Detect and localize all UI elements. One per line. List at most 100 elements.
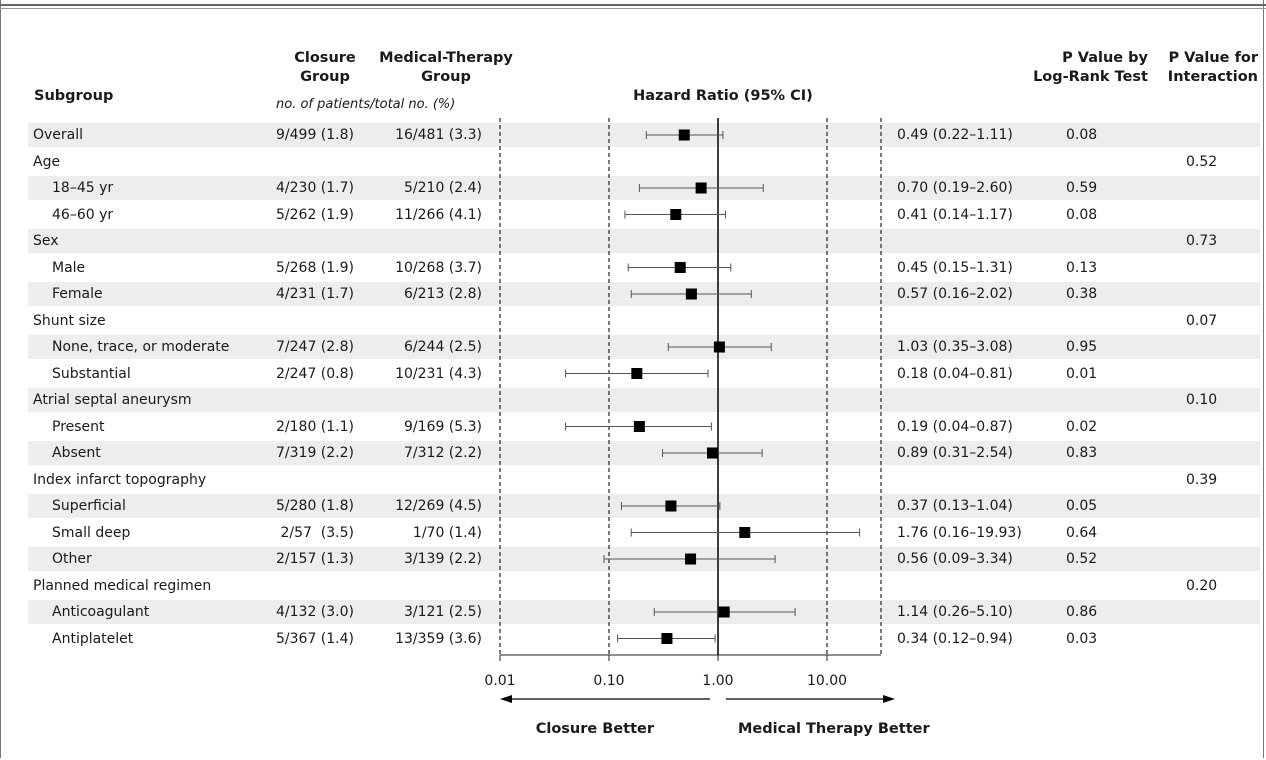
p-logrank-value: 0.52 [1066,551,1098,567]
p-interaction-value: 0.39 [1186,471,1218,488]
closure-value: 2/157 (1.3) [276,551,354,567]
row-label: None, trace, or moderate [52,339,230,355]
medical-value: 6/244 (2.5) [404,339,482,355]
closure-value: 7/319 (2.2) [276,445,354,461]
row-label: Present [52,418,105,435]
row-band [28,441,1260,465]
row-band [28,335,1260,359]
hr-ci-text: 0.18 (0.04–0.81) [897,365,1013,382]
row-band [28,388,1260,412]
closure-value: 5/262 (1.9) [276,206,354,223]
row-band [28,229,1260,253]
row-label: Superficial [52,498,126,514]
hr-point [631,368,643,379]
row-label: Index infarct topography [33,471,207,488]
hr-ci-text: 0.19 (0.04–0.87) [897,418,1013,435]
top-rule [0,4,1266,6]
p-interaction-value: 0.20 [1186,577,1218,594]
header-hazard-ratio: Hazard Ratio (95% CI) [633,88,813,104]
closure-better-label: Closure Better [536,721,655,737]
hr-point [633,421,645,432]
row-band [28,600,1260,624]
p-logrank-value: 0.83 [1066,445,1098,461]
medical-value: 1/70 (1.4) [412,524,482,541]
row-label: Sex [33,233,59,249]
hr-ci-text: 0.37 (0.13–1.04) [897,498,1013,514]
row-label: Age [33,153,61,170]
p-logrank-value: 0.03 [1066,630,1098,647]
medical-value: 9/169 (5.3) [404,418,482,435]
header-closure-line2: Group [300,69,350,85]
x-tick-label: 0.10 [593,673,624,689]
header-p-logrank-line2: Log-Rank Test [1033,69,1148,85]
closure-value: 4/230 (1.7) [276,180,354,196]
p-interaction-value: 0.10 [1186,392,1218,408]
hr-ci-text: 0.57 (0.16–2.02) [897,286,1013,302]
p-logrank-value: 0.64 [1066,524,1098,541]
row-label: Absent [52,445,101,461]
closure-value: 7/247 (2.8) [276,339,354,355]
medical-value: 10/231 (4.3) [395,365,482,382]
hr-ci-text: 1.03 (0.35–3.08) [897,339,1013,355]
header-subgroup: Subgroup [34,88,114,104]
x-tick-label: 1.00 [702,673,733,689]
closure-value: 5/280 (1.8) [276,498,354,514]
header-p-interaction-line2: Interaction [1167,69,1258,85]
hr-ci-text: 0.34 (0.12–0.94) [897,630,1013,647]
hr-ci-text: 0.49 (0.22–1.11) [897,127,1013,143]
medical-value: 3/139 (2.2) [404,551,482,567]
p-logrank-value: 0.08 [1066,206,1098,223]
p-logrank-value: 0.95 [1066,339,1098,355]
units-subheader: no. of patients/total no. (%) [276,97,456,112]
hr-point [739,527,751,538]
closure-value: 2/180 (1.1) [276,418,354,435]
hr-ci-text: 0.45 (0.15–1.31) [897,259,1013,276]
row-label: Atrial septal aneurysm [33,392,192,408]
medical-value: 16/481 (3.3) [395,127,482,143]
medical-better-label: Medical Therapy Better [738,721,930,737]
row-band [28,123,1260,147]
medical-value: 13/359 (3.6) [395,630,482,647]
p-interaction-value: 0.07 [1186,312,1218,329]
medical-value: 5/210 (2.4) [404,180,482,196]
medical-value: 7/312 (2.2) [404,445,482,461]
header-p-interaction-line1: P Value for [1168,50,1259,66]
hr-point [674,262,686,273]
header-medical-line1: Medical-Therapy [379,50,513,66]
medical-value: 6/213 (2.8) [404,286,482,302]
p-interaction-value: 0.52 [1186,153,1218,170]
top-rule-thin [0,8,1266,9]
p-logrank-value: 0.13 [1066,259,1098,276]
p-logrank-value: 0.08 [1066,127,1098,143]
hr-point [670,209,682,220]
hr-point [661,633,673,644]
header-closure-line1: Closure [294,50,356,66]
hr-point [706,447,718,459]
header-p-logrank-line1: P Value by [1062,50,1148,66]
row-label: Anticoagulant [52,604,150,620]
hr-ci-text: 0.41 (0.14–1.17) [897,206,1013,223]
hr-point [678,129,690,141]
row-label: Female [52,286,103,302]
closure-value: 9/499 (1.8) [276,127,354,143]
closure-value: 4/132 (3.0) [276,604,354,620]
p-logrank-value: 0.59 [1066,180,1098,196]
p-logrank-value: 0.86 [1066,604,1098,620]
x-tick-label: 10.00 [807,673,847,689]
header-medical-line2: Group [421,69,471,85]
p-logrank-value: 0.01 [1066,365,1098,382]
medical-value: 11/266 (4.1) [395,206,482,223]
row-label: Male [52,259,86,276]
medical-value: 12/269 (4.5) [395,498,482,514]
arrow-right-head [883,695,895,703]
closure-value: 2/247 (0.8) [276,365,354,382]
hr-ci-text: 0.56 (0.09–3.34) [897,551,1013,567]
hr-point [718,606,730,618]
row-label: Planned medical regimen [33,577,212,594]
closure-value: 5/268 (1.9) [276,259,354,276]
row-label: Small deep [52,524,131,541]
p-logrank-value: 0.38 [1066,286,1098,302]
row-label: Substantial [52,365,131,382]
